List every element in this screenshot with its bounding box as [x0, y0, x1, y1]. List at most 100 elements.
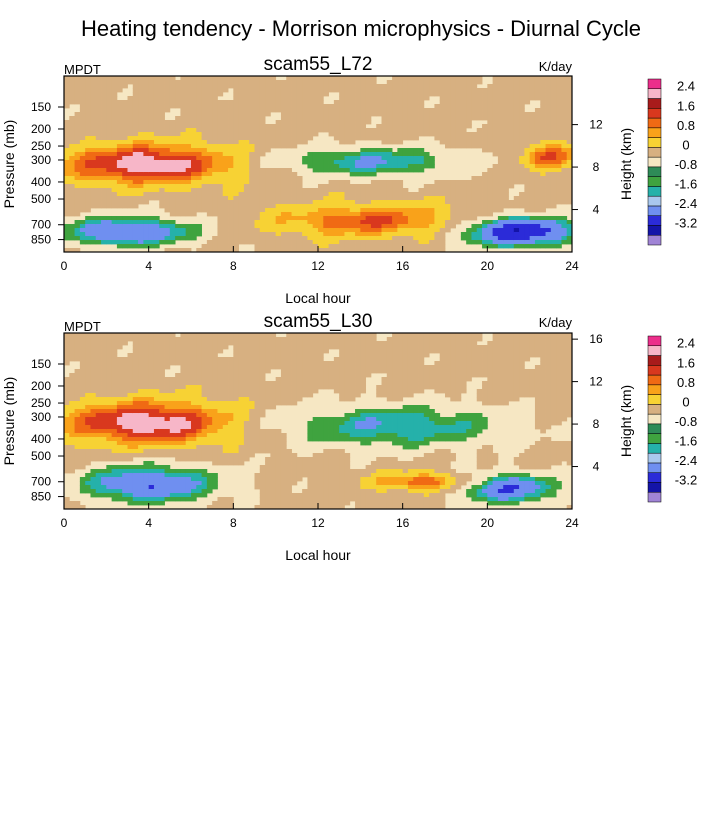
contour-cell — [222, 361, 229, 366]
contour-cell — [265, 112, 271, 117]
contour-cell — [85, 128, 91, 133]
contour-cell — [508, 100, 515, 105]
contour-cell — [122, 357, 128, 362]
contour-cell — [90, 345, 97, 350]
contour-cell — [249, 204, 255, 209]
contour-cell — [254, 236, 261, 241]
contour-cell — [95, 449, 102, 454]
contour-cell — [127, 96, 134, 101]
contour-cell — [111, 80, 118, 85]
contour-cell — [418, 212, 425, 217]
contour-cell — [201, 357, 208, 362]
contour-cell — [333, 188, 340, 193]
contour-cell — [376, 84, 382, 89]
contour-cell — [106, 164, 113, 169]
contour-cell — [85, 357, 91, 362]
contour-cell — [243, 184, 250, 189]
contour-cell — [482, 212, 488, 217]
contour-cell — [291, 216, 298, 221]
contour-cell — [333, 80, 340, 85]
contour-cell — [275, 128, 282, 133]
contour-cell — [74, 236, 81, 241]
contour-cell — [355, 196, 361, 201]
contour-cell — [90, 200, 97, 205]
contour-cell — [503, 144, 509, 149]
contour-cell — [233, 160, 240, 165]
contour-cell — [143, 152, 150, 157]
contour-cell — [344, 220, 351, 225]
height-tick-label: 8 — [593, 160, 600, 174]
contour-cell — [64, 353, 70, 358]
contour-cell — [212, 481, 218, 486]
contour-cell — [191, 357, 197, 362]
contour-cell — [169, 76, 176, 81]
contour-cell — [423, 160, 430, 165]
contour-cell — [138, 92, 144, 97]
contour-cell — [445, 80, 451, 85]
contour-cell — [402, 124, 409, 129]
contour-cell — [280, 80, 287, 85]
contour-cell — [392, 240, 398, 245]
contour-cell — [259, 124, 266, 129]
contour-cell — [524, 76, 531, 81]
contour-cell — [85, 116, 91, 121]
contour-cell — [90, 393, 97, 398]
contour-cell — [524, 156, 531, 161]
contour-cell — [249, 96, 255, 101]
contour-cell — [164, 248, 171, 253]
contour-cell — [233, 349, 240, 354]
contour-cell — [90, 108, 97, 113]
contour-cell — [275, 216, 282, 221]
contour-cell — [148, 132, 155, 137]
contour-cell — [445, 128, 451, 133]
contour-cell — [270, 212, 277, 217]
contour-cell — [545, 240, 552, 245]
contour-cell — [64, 88, 70, 93]
contour-cell — [169, 437, 176, 442]
contour-cell — [148, 148, 155, 153]
contour-cell — [243, 96, 250, 101]
contour-cell — [79, 337, 86, 342]
contour-cell — [344, 160, 351, 165]
contour-cell — [101, 405, 107, 410]
contour-cell — [191, 120, 197, 125]
contour-cell — [196, 493, 202, 498]
contour-cell — [116, 389, 123, 394]
contour-cell — [524, 204, 531, 209]
contour-cell — [381, 240, 388, 245]
contour-cell — [534, 108, 541, 113]
contour-cell — [392, 152, 398, 157]
contour-cell — [95, 457, 102, 462]
contour-cell — [534, 76, 541, 81]
contour-cell — [196, 357, 202, 362]
contour-cell — [212, 196, 218, 201]
contour-cell — [69, 88, 75, 93]
contour-cell — [561, 160, 568, 165]
contour-cell — [191, 469, 197, 474]
contour-cell — [561, 84, 568, 89]
contour-cell — [69, 128, 75, 133]
contour-cell — [550, 220, 557, 225]
contour-cell — [238, 176, 245, 181]
contour-cell — [508, 160, 515, 165]
contour-cell — [101, 192, 107, 197]
contour-cell — [386, 208, 393, 213]
contour-cell — [74, 76, 81, 81]
contour-cell — [270, 248, 277, 253]
contour-cell — [376, 156, 382, 161]
contour-cell — [74, 92, 81, 97]
contour-cell — [169, 421, 176, 426]
contour-cell — [291, 144, 298, 149]
contour-cell — [413, 80, 419, 85]
contour-cell — [397, 208, 404, 213]
contour-cell — [328, 248, 335, 253]
contour-cell — [101, 220, 107, 225]
contour-cell — [175, 345, 181, 350]
contour-cell — [132, 216, 139, 221]
contour-cell — [228, 341, 234, 346]
contour-cell — [550, 104, 557, 109]
contour-cell — [323, 152, 329, 157]
contour-cell — [217, 184, 224, 189]
contour-cell — [529, 140, 536, 145]
contour-cell — [275, 200, 282, 205]
